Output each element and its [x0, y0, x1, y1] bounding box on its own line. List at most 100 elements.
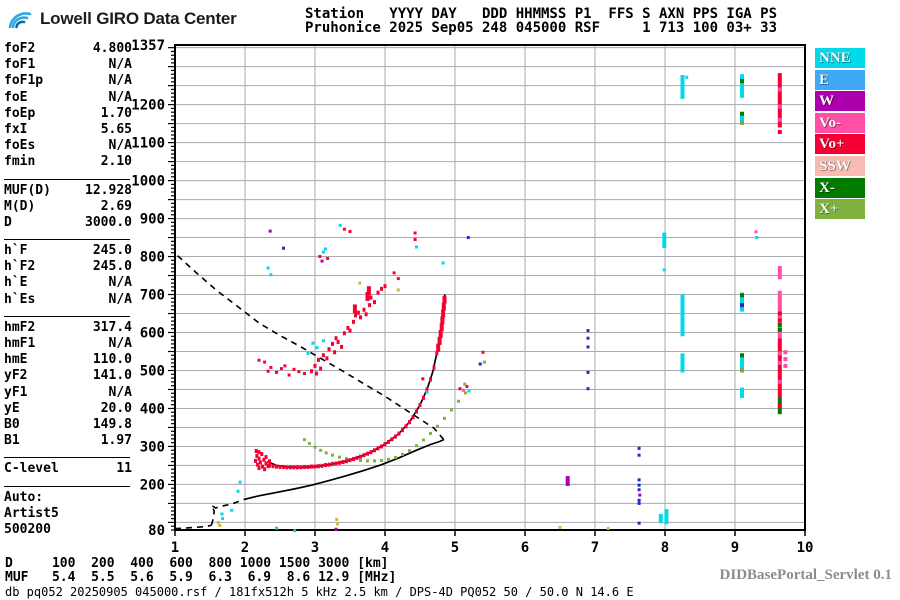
spread-echo-dot	[340, 344, 344, 349]
o-mode-trace-dot	[380, 444, 383, 449]
giro-logo-icon	[8, 12, 32, 29]
echo-bar	[740, 387, 744, 398]
parameter-panel: foF2 4.800 foF1 N/A foF1p N/A foE N/A foEp 1.70 fx…	[4, 41, 132, 538]
echo-speck	[481, 350, 485, 354]
o-mode-trace-dot	[436, 343, 441, 352]
spread-echo-dot	[314, 371, 318, 376]
echo-speck	[218, 523, 222, 527]
o-mode-trace-dot	[271, 464, 275, 469]
direction-legend: NNE E W Vo- Vo+ SSW X- X+	[815, 48, 865, 221]
o-mode-trace-dot	[257, 456, 261, 461]
echo-speck	[293, 529, 297, 533]
echo-speck	[321, 339, 325, 343]
spread-echo-dot	[334, 336, 338, 341]
echo-speck	[586, 329, 590, 333]
param-label: hmE	[4, 352, 28, 368]
param-row: fmin 2.10	[4, 154, 132, 170]
echo-speck	[324, 247, 327, 251]
legend-item-e[interactable]: E	[815, 69, 865, 90]
x-axis-label: 2	[241, 540, 249, 556]
echo-speck	[413, 237, 417, 241]
o-mode-trace-dot	[376, 446, 380, 451]
legend-item-vo[interactable]: Vo-	[815, 112, 865, 133]
o-mode-trace-dot	[289, 465, 292, 470]
param-label: h`F2	[4, 259, 36, 275]
echo-speck	[348, 229, 352, 233]
echo-speck	[311, 341, 315, 345]
o-mode-trace-dot	[366, 451, 369, 456]
o-mode-trace-dot	[264, 455, 268, 460]
param-label: h`E	[4, 275, 28, 291]
y-axis-label: 80	[148, 523, 165, 539]
spread-echo-dot	[383, 284, 387, 289]
echo-speck	[586, 336, 590, 340]
o-mode-trace-dot	[334, 461, 338, 466]
o-mode-trace-dot	[338, 460, 341, 465]
spread-echo-dot	[352, 319, 355, 324]
spread-echo-dot	[369, 295, 373, 300]
echo-speck	[358, 281, 362, 285]
echo-speck	[268, 229, 272, 233]
echo-speck	[236, 489, 240, 493]
spread-echo-dot	[331, 341, 334, 346]
o-mode-trace-dot	[261, 464, 264, 469]
echo-speck	[586, 345, 590, 349]
o-mode-trace-dot	[275, 464, 278, 469]
echo-bar-segment	[777, 322, 782, 327]
y-axis-label: 1357	[131, 38, 165, 54]
legend-item-w[interactable]: W	[815, 91, 865, 112]
echo-speck	[637, 498, 641, 502]
o-mode-trace-dot	[341, 460, 345, 465]
echo-speck	[478, 362, 482, 366]
echo-speck	[306, 351, 310, 355]
spread-echo-dot	[368, 303, 372, 308]
x-axis-label: 4	[381, 540, 389, 556]
echo-speck	[482, 360, 486, 364]
y-axis-label: 300	[140, 439, 165, 455]
o-mode-trace-dot	[437, 336, 442, 345]
legend-item-nne[interactable]: NNE	[815, 48, 865, 68]
echo-speck	[275, 526, 278, 530]
param-value: 11	[116, 461, 132, 477]
echo-bar	[777, 73, 782, 128]
echo-speck	[335, 522, 339, 526]
curve-profile-solid	[243, 438, 445, 501]
curve-topside-dashed	[175, 254, 445, 441]
param-label: foE	[4, 89, 28, 105]
y-axis-label: 200	[140, 477, 165, 493]
o-mode-trace-dot	[418, 403, 422, 408]
echo-speck	[637, 483, 641, 487]
spread-echo-dot	[269, 365, 273, 369]
legend-item-x[interactable]: X-	[815, 177, 865, 198]
y-axis-label: 1100	[131, 136, 165, 152]
legend-item-x[interactable]: X+	[815, 199, 865, 220]
echo-speck	[458, 387, 462, 391]
param-label: hmF1	[4, 336, 36, 351]
param-row: B1 1.97	[4, 433, 132, 449]
spread-echo-dot	[354, 313, 358, 318]
spread-echo-dot	[376, 290, 380, 295]
x-axis-label: 9	[731, 540, 739, 556]
legend-item-ssw[interactable]: SSW	[815, 155, 865, 176]
echo-speck	[466, 236, 470, 240]
o-mode-trace-dot	[303, 464, 306, 469]
param-value: N/A	[108, 291, 132, 307]
servlet-version-label: DIDBasePortal_Servlet 0.1	[719, 567, 892, 583]
echo-speck	[425, 390, 429, 394]
echo-speck	[461, 388, 465, 392]
x-mode-trace-dot	[331, 453, 334, 457]
param-separator	[4, 231, 130, 241]
o-mode-trace-dot	[306, 464, 310, 469]
x-mode-trace-dot	[319, 448, 323, 452]
y-axis-label: 800	[140, 250, 165, 266]
echo-bar-segment	[740, 303, 744, 308]
echo-bar	[740, 112, 744, 124]
echo-bar-segment	[777, 327, 782, 332]
param-value: 245.0	[92, 243, 132, 259]
spread-echo-dot	[279, 367, 283, 371]
o-mode-trace-dot	[285, 465, 289, 470]
echo-bar-segment	[740, 111, 744, 116]
legend-item-vo[interactable]: Vo+	[815, 134, 865, 155]
